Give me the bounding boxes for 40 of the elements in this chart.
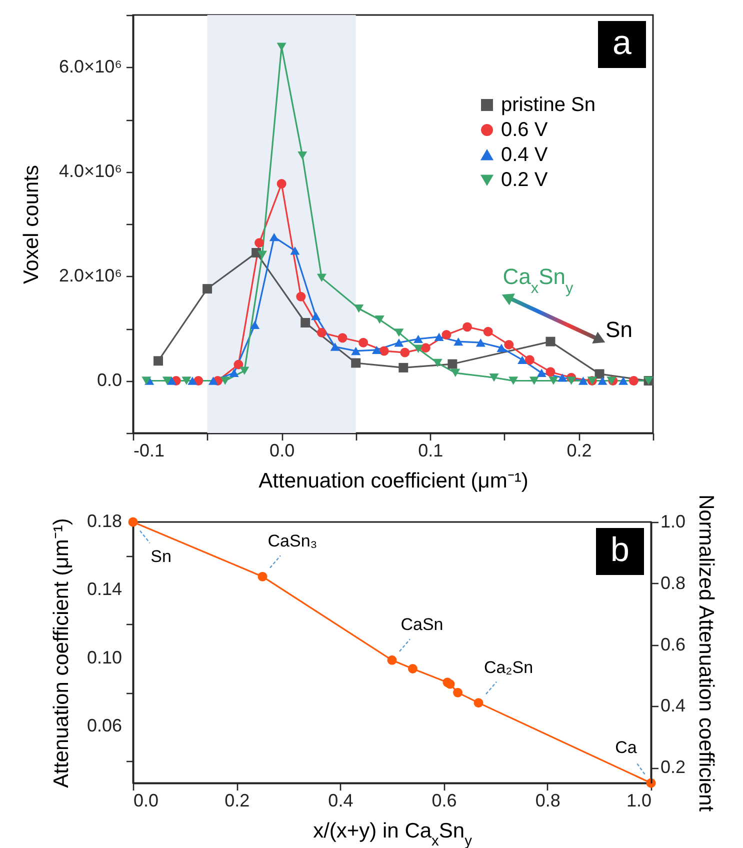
annotation: a (598, 21, 646, 68)
y2-axis-title: Normalized Attenuation coefficient (694, 494, 718, 812)
y-axis-title: Attenuation coefficient (μm⁻¹) (50, 518, 73, 788)
y2-tick-label: 0.8 (660, 572, 686, 593)
x-tick-label: 0.6 (432, 790, 457, 810)
y2-tick-label: 0.6 (660, 634, 686, 654)
x-tick-label: 0.0 (270, 440, 295, 460)
x-tick-label: -0.1 (134, 440, 165, 460)
y-tick-label: 0.0 (96, 370, 122, 390)
annotation: CaSn (400, 615, 444, 634)
y-tick-label: 2.0×10⁶ (59, 265, 122, 286)
x-tick-label: 0.2 (224, 790, 250, 810)
annotation: Sn (606, 317, 632, 342)
y-tick-label: 0.18 (86, 511, 122, 531)
y-tick-label: 6.0×10⁶ (59, 56, 122, 76)
x-tick-label: 0.8 (535, 790, 560, 810)
annotation: Ca (615, 738, 638, 757)
y2-tick-label: 0.4 (660, 696, 686, 716)
y-tick-label: 0.14 (86, 579, 122, 600)
x-tick-label: 0.2 (566, 440, 592, 460)
x-tick-label: 0.4 (328, 790, 354, 810)
x-axis-title: Attenuation coefficient (μm⁻¹) (258, 470, 528, 492)
y-tick-label: 0.10 (86, 647, 122, 668)
y2-tick-label: 0.2 (660, 757, 686, 778)
annotation: Ca$_{x}$Sn$_{y}$ (502, 264, 574, 296)
annotation: Sn (150, 547, 172, 566)
legend-label: pristine Sn (501, 94, 596, 116)
x-tick-label: 1.0 (626, 790, 652, 810)
x-tick-label: 0.1 (418, 440, 444, 460)
annotation: CaSn₃ (268, 532, 318, 551)
legend-label: 0.6 V (501, 119, 548, 141)
y2-tick-label: 1.0 (660, 512, 686, 532)
legend-label: 0.4 V (501, 144, 548, 166)
y-tick-label: 0.06 (86, 716, 122, 736)
y-tick-label: 4.0×10⁶ (59, 160, 122, 181)
annotation: b (596, 528, 644, 575)
legend-label: 0.2 V (501, 169, 548, 191)
annotation: Ca₂Sn (484, 658, 534, 677)
x-tick-label: 0.0 (134, 790, 159, 810)
y-axis-title: Voxel counts (20, 164, 43, 284)
